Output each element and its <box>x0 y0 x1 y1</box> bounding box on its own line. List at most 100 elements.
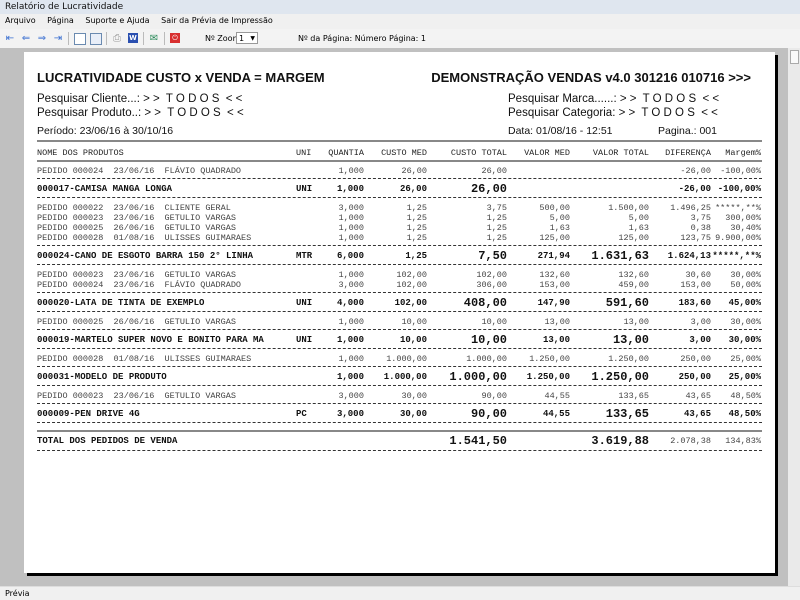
cell-quantia: 1,000 <box>336 184 364 194</box>
cell-diferenca: 43,65 <box>685 391 711 401</box>
row-divider <box>37 385 762 386</box>
cell-uni: UNI <box>296 184 313 194</box>
cell-valor-total: 133,65 <box>605 407 649 421</box>
cell-valor-med: 1.250,00 <box>526 372 570 382</box>
menu-arquivo[interactable]: Arquivo <box>5 16 36 25</box>
toolbar: ⇤ ⇐ ⇒ ⇥ ⎙ W ✉ ⏻ Nº Zoom 1 ▼ Nº da Página… <box>0 29 800 49</box>
row-divider <box>37 160 762 162</box>
cell-custo-med: 102,00 <box>396 280 427 290</box>
report-subtitle: DEMONSTRAÇÃO VENDAS v4.0 301216 010716 >… <box>431 70 751 85</box>
cell-valor-med: 1.250,00 <box>529 354 570 364</box>
last-page-icon[interactable]: ⇥ <box>53 32 63 44</box>
cell-quantia: 3,000 <box>338 280 364 290</box>
cell-quantia: 6,000 <box>336 251 364 261</box>
cell-valor-total: 125,00 <box>618 233 649 243</box>
email-icon[interactable]: ✉ <box>149 32 159 44</box>
cell-margem: *****,**% <box>715 203 761 213</box>
cell-margem: 300,00% <box>725 213 761 223</box>
row-divider <box>37 430 762 432</box>
cell-margem: 45,00% <box>728 298 761 308</box>
scrollbar-thumb[interactable] <box>790 50 799 64</box>
cell-custo-total: 102,00 <box>476 270 507 280</box>
menu-pagina[interactable]: Página <box>47 16 74 25</box>
cell-diferenca: 1.496,25 <box>670 203 711 213</box>
column-header-name: NOME DOS PRODUTOS <box>37 148 124 158</box>
cell-valor-total: 1.250,00 <box>608 354 649 364</box>
row-divider <box>37 366 762 367</box>
two-pages-icon[interactable] <box>90 33 102 45</box>
cell-custo-med: 10,00 <box>401 317 427 327</box>
cell-custo-med: 1.000,00 <box>383 372 427 382</box>
cell-valor-med: 5,00 <box>549 213 570 223</box>
column-header-valor-total: VALOR TOTAL <box>592 148 649 158</box>
report-title: LUCRATIVIDADE CUSTO x VENDA = MARGEM <box>37 70 325 85</box>
cell-margem: 48,50% <box>730 391 761 401</box>
zoom-label: Nº Zoom <box>205 34 241 43</box>
cell-custo-total: 1,25 <box>486 233 507 243</box>
cell-valor-med: 147,90 <box>537 298 570 308</box>
row-divider <box>37 311 762 312</box>
print-icon[interactable]: ⎙ <box>113 32 121 44</box>
cell-diferenca: 250,00 <box>678 372 711 382</box>
cell-name: 000024-CANO DE ESGOTO BARRA 150 2° LINHA <box>37 251 254 261</box>
total-margem: 134,83% <box>725 436 761 446</box>
cell-quantia: 1,000 <box>338 166 364 176</box>
menu-suporte[interactable]: Suporte e Ajuda <box>85 16 150 25</box>
status-bar: Prévia <box>0 586 800 600</box>
cell-custo-total: 306,00 <box>476 280 507 290</box>
cell-custo-total: 90,00 <box>470 407 507 421</box>
cell-margem: *****,**% <box>712 251 761 261</box>
cell-valor-med: 153,00 <box>539 280 570 290</box>
next-page-icon[interactable]: ⇒ <box>37 32 47 44</box>
cell-diferenca: 3,00 <box>689 335 711 345</box>
cell-valor-total: 13,00 <box>612 333 649 347</box>
close-preview-icon[interactable]: ⏻ <box>170 33 180 43</box>
cell-diferenca: 183,60 <box>678 298 711 308</box>
cell-uni: UNI <box>296 335 313 345</box>
menu-sair[interactable]: Sair da Prévia de Impressão <box>161 16 273 25</box>
cell-valor-total: 1.500,00 <box>608 203 649 213</box>
single-page-icon[interactable] <box>74 33 86 45</box>
prev-page-icon[interactable]: ⇐ <box>21 32 31 44</box>
cell-quantia: 3,000 <box>338 391 364 401</box>
cell-name: 000031-MODELO DE PRODUTO <box>37 372 167 382</box>
cell-custo-med: 1.000,00 <box>386 354 427 364</box>
column-header-valor-med: VALOR MED <box>524 148 570 158</box>
cell-diferenca: 153,00 <box>680 280 711 290</box>
cell-quantia: 1,000 <box>338 317 364 327</box>
cell-diferenca: 3,00 <box>690 317 711 327</box>
word-export-icon[interactable]: W <box>128 33 138 43</box>
cell-valor-total: 1.631,63 <box>591 249 649 263</box>
cell-margem: 30,00% <box>728 335 761 345</box>
cell-custo-med: 1,25 <box>406 223 427 233</box>
first-page-icon[interactable]: ⇤ <box>5 32 15 44</box>
column-header-custo-total: CUSTO TOTAL <box>450 148 507 158</box>
window-title: Relatório de Lucratividade <box>0 0 800 14</box>
cell-custo-med: 1,25 <box>405 251 427 261</box>
cell-quantia: 1,000 <box>336 372 364 382</box>
row-divider <box>37 292 762 293</box>
cell-quantia: 1,000 <box>338 223 364 233</box>
zoom-select[interactable]: 1 ▼ <box>236 32 258 44</box>
cell-custo-med: 30,00 <box>401 391 427 401</box>
cell-margem: 25,00% <box>728 372 761 382</box>
cell-quantia: 1,000 <box>336 335 364 345</box>
cell-diferenca: -26,00 <box>678 184 711 194</box>
column-header-custo-med: CUSTO MED <box>381 148 427 158</box>
row-divider <box>37 348 762 349</box>
row-divider <box>37 329 762 330</box>
row-divider <box>37 264 762 265</box>
cell-name: PEDIDO 000028 01/08/16 ULISSES GUIMARAES <box>37 233 252 243</box>
cell-quantia: 1,000 <box>338 354 364 364</box>
filter-cliente: Pesquisar Cliente...: > > T O D O S < < <box>37 93 243 105</box>
cell-custo-total: 1.000,00 <box>449 370 507 384</box>
cell-diferenca: -26,00 <box>680 166 711 176</box>
divider <box>106 32 107 45</box>
vertical-scrollbar[interactable] <box>788 48 800 586</box>
cell-custo-med: 30,00 <box>399 409 427 419</box>
report-page <box>24 52 775 573</box>
cell-name: PEDIDO 000028 01/08/16 ULISSES GUIMARAES <box>37 354 252 364</box>
cell-diferenca: 1.624,13 <box>667 251 711 261</box>
cell-custo-med: 1,25 <box>406 213 427 223</box>
cell-custo-total: 408,00 <box>463 296 507 310</box>
